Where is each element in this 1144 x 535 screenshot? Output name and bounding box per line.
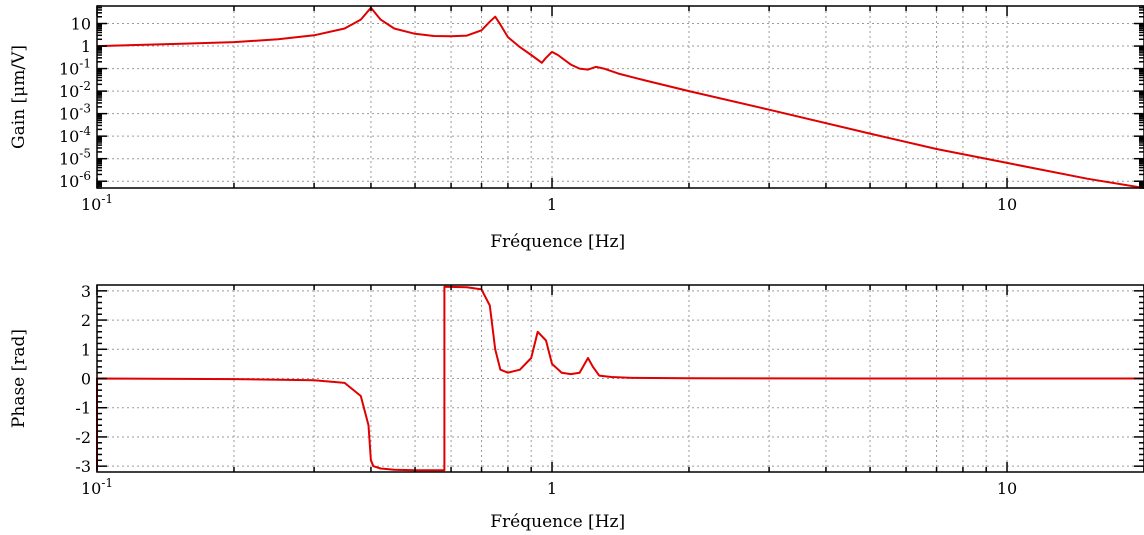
gain-y-ticks: 10 110-110-210-310-410-510-6 (59, 5, 1144, 191)
y-tick-label: 1 (81, 37, 91, 56)
y-tick-label: 10 (71, 15, 91, 34)
y-tick-label: -2 (75, 428, 91, 447)
y-tick-label: 10-6 (59, 169, 91, 191)
gain-plot-frame (96, 5, 1144, 189)
y-tick-label: 1 (81, 340, 91, 359)
phase-y-axis-title: Phase [rad] (9, 329, 29, 428)
y-tick-label: -3 (75, 457, 91, 476)
y-tick-label: 0 (81, 370, 91, 389)
y-tick-label: 10-2 (59, 79, 91, 101)
y-tick-label: 2 (81, 311, 91, 330)
y-tick-label: 10-4 (59, 124, 91, 146)
phase-x-ticks: 10-1 1 10 (81, 285, 1144, 498)
x-tick-label: 10-1 (81, 192, 113, 214)
gain-plot-panel: 10-1 1 1010110-110-210-310-410-510-6Fréque… (9, 5, 1144, 252)
x-tick-label: 10 (997, 479, 1017, 498)
y-tick-label: 10-1 (59, 57, 91, 79)
x-tick-label: 1 (547, 479, 557, 498)
gain-x-ticks: 10-1 1 10 (81, 6, 1144, 214)
gain-series-line (96, 6, 1144, 189)
gain-y-axis-title: Gain [μm/V] (9, 45, 29, 149)
phase-x-axis-title: Fréquence [Hz] (490, 512, 625, 532)
grid-lines (97, 285, 1144, 472)
grid-lines (97, 6, 1144, 188)
y-tick-label: 10-5 (59, 147, 91, 169)
gain-x-axis-title: Fréquence [Hz] (490, 232, 625, 252)
y-tick-label: -1 (75, 399, 91, 418)
phase-y-ticks: 3 2 1 0 -1 -2 -3 (75, 282, 1144, 476)
phase-series-line (96, 285, 1144, 472)
x-tick-label: 10-1 (81, 476, 113, 498)
x-tick-label: 1 (547, 195, 557, 214)
y-tick-label: 10-3 (59, 102, 91, 124)
x-tick-label: 10 (997, 195, 1017, 214)
y-tick-label: 3 (81, 282, 91, 301)
